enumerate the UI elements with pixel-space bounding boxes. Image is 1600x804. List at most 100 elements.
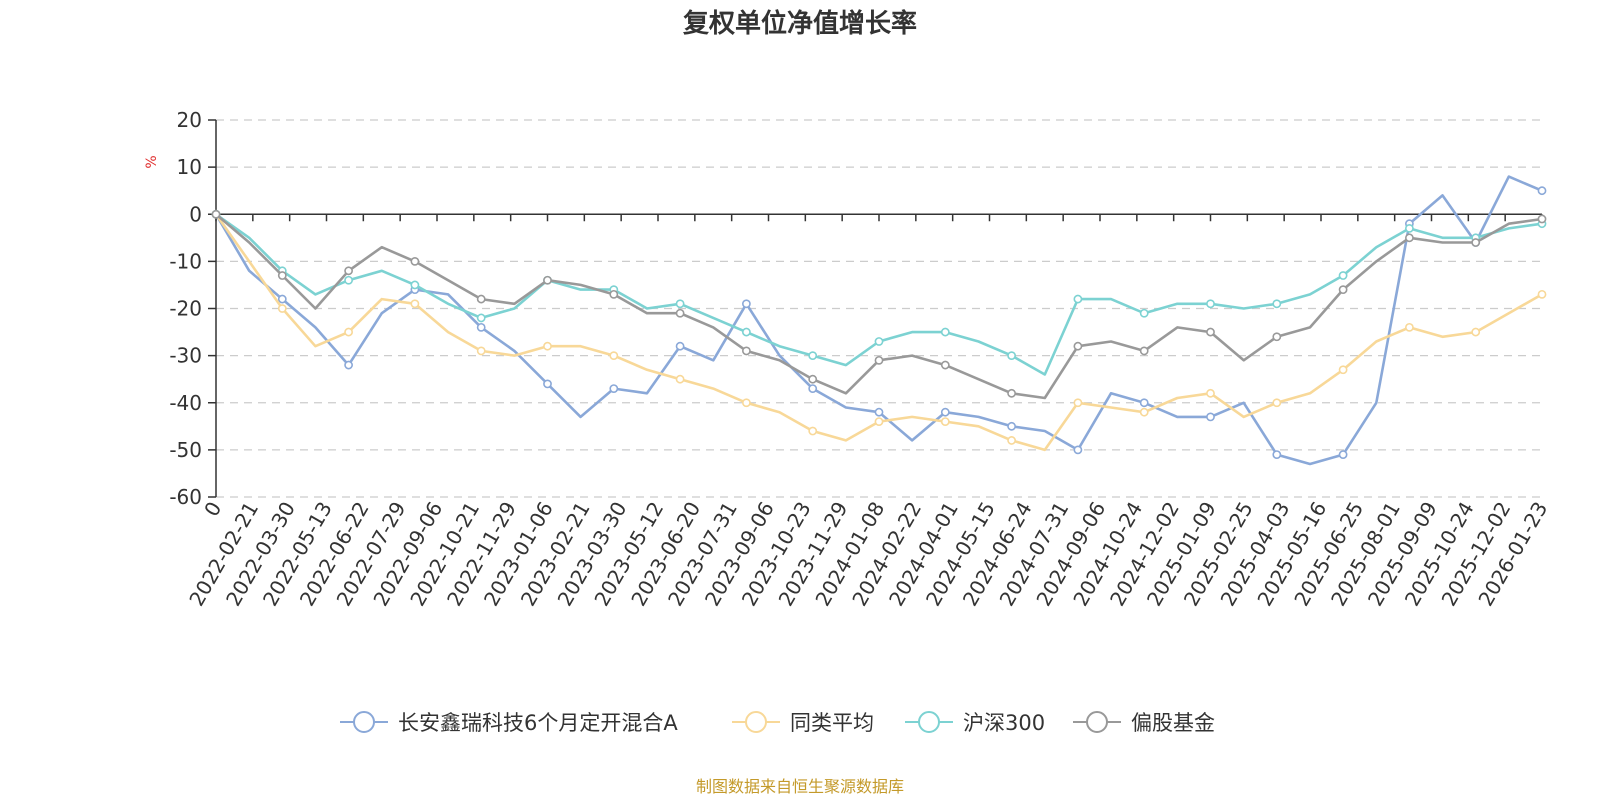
data-point [1471,327,1481,337]
data-point [874,407,884,417]
data-point [344,327,353,337]
axis-layer: 20100-10-20-30-40-50-6002022-02-212022-0… [169,108,1552,610]
data-point [1206,412,1215,422]
data-point [543,275,552,285]
legend-item[interactable]: 同类平均 [732,711,874,735]
data-point [543,341,552,351]
data-point [277,294,287,304]
data-point [1073,294,1083,304]
data-point [476,322,486,332]
y-tick-label: -20 [169,297,202,321]
legend-marker-icon [745,711,767,733]
y-tick-label: 0 [189,202,202,226]
y-tick-label: 10 [177,155,202,179]
data-point [808,351,818,361]
legend-item[interactable]: 偏股基金 [1073,711,1215,735]
y-tick-label: -10 [169,249,202,273]
data-point [874,355,884,365]
data-point [1139,308,1149,318]
data-point [1073,398,1083,408]
data-point [1272,398,1282,408]
data-point [1206,327,1215,337]
data-point [410,280,420,290]
y-tick-label: 20 [177,108,202,132]
legend-label: 沪深300 [963,711,1045,735]
series-4 [211,209,1547,400]
data-point [1338,365,1348,375]
data-point [1007,388,1016,398]
data-point [675,308,685,318]
data-point [1272,450,1282,459]
data-point [1206,388,1215,398]
legend-label: 同类平均 [790,711,874,735]
data-point [476,313,486,323]
data-point [1338,271,1348,280]
data-point [476,346,486,356]
legend-label: 长安鑫瑞科技6个月定开混合A [398,711,678,735]
y-tick-label: -50 [169,438,202,462]
y-tick-label: -30 [169,344,202,368]
data-point [940,327,950,337]
data-point [609,289,619,299]
legend-marker-icon [353,711,375,733]
data-point [1405,223,1414,233]
data-point [1272,299,1282,309]
data-point [742,299,751,309]
data-point [675,341,685,351]
legend-marker-icon [1086,711,1108,733]
legend-item[interactable]: 沪深300 [905,711,1045,735]
data-point [1405,233,1414,243]
legend-label: 偏股基金 [1131,711,1215,735]
data-point [1537,186,1547,196]
data-point [344,275,353,285]
data-point [808,374,818,384]
y-axis-unit: % [144,155,160,168]
data-point [344,266,353,276]
data-point [1007,436,1016,445]
data-point [1537,214,1547,224]
data-point [277,271,287,280]
data-point [1007,351,1016,361]
data-point [1073,445,1083,455]
data-point [675,299,685,309]
data-point [1139,398,1149,408]
data-point [940,407,950,417]
y-tick-label: -60 [169,485,202,509]
data-point [940,417,950,426]
data-point [1139,407,1149,417]
series-layer [211,175,1547,466]
data-point [1007,421,1016,431]
data-point [874,417,884,426]
legend-item[interactable]: 长安鑫瑞科技6个月定开混合A [340,711,678,735]
data-point [1471,238,1481,247]
data-point [675,374,685,384]
data-point [1338,450,1348,459]
data-point [808,426,818,436]
data-point [410,299,420,309]
data-point [1139,346,1149,356]
data-point [1206,299,1215,309]
x-tick-label: 0 [199,498,226,521]
series-line [215,213,1543,376]
series-3 [211,209,1547,376]
data-point [476,294,486,304]
data-point [742,327,751,337]
data-point [211,209,221,219]
chart-title: 复权单位净值增长率 [683,8,917,39]
data-point [543,379,552,389]
y-tick-label: -40 [169,391,202,415]
data-point [874,337,884,346]
data-point [1405,322,1414,332]
legend: 长安鑫瑞科技6个月定开混合A 同类平均 沪深300 偏股基金 [340,711,1215,735]
data-point [1272,332,1282,342]
data-point [808,384,818,394]
data-point [609,351,619,361]
data-source-note: 制图数据来自恒生聚源数据库 [696,777,904,796]
data-point [940,360,950,370]
data-point [410,256,420,266]
data-point [1073,341,1083,351]
data-point [344,360,353,370]
grid-layer [216,119,1542,498]
